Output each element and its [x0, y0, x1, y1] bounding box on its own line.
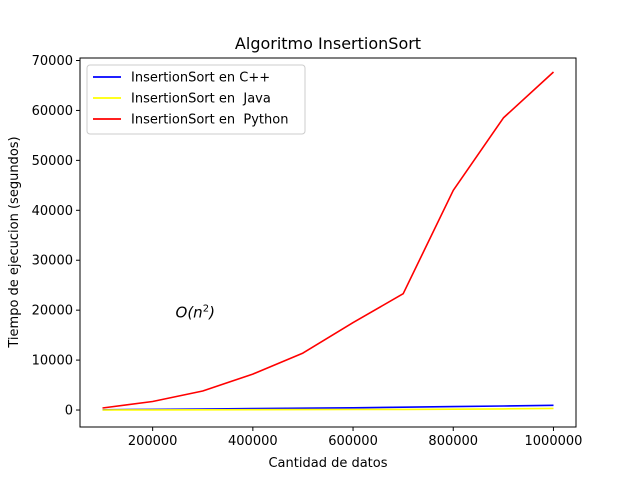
- series-lines: [102, 71, 555, 411]
- legend-label-0: InsertionSort en C++: [131, 71, 270, 86]
- x-tick-label: 600000: [328, 434, 378, 449]
- legend-label-2: InsertionSort en Python: [131, 113, 288, 128]
- y-tick-label: 60000: [32, 104, 73, 119]
- axes-frame: [79, 57, 577, 428]
- legend: InsertionSort en C++ InsertionSort en Jav…: [86, 64, 306, 135]
- y-tick-label: 30000: [32, 254, 73, 269]
- x-tick-label: 400000: [228, 434, 278, 449]
- x-axis-label: Cantidad de datos: [268, 456, 387, 471]
- y-axis-ticks: 0 10000 20000 30000 40000 50000 60000 70000: [32, 54, 80, 419]
- axes: [79, 57, 577, 428]
- x-tick-label: 200000: [128, 434, 178, 449]
- series-line-2: [102, 71, 555, 409]
- legend-label-1: InsertionSort en Java: [131, 92, 271, 107]
- y-tick-label: 70000: [32, 54, 73, 69]
- y-axis-label: Tiempo de ejecucion (segundos): [7, 136, 22, 348]
- x-tick-label: 1000000: [525, 434, 583, 449]
- legend-box: [86, 64, 306, 135]
- y-tick-label: 40000: [32, 204, 73, 219]
- y-tick-label: 50000: [32, 154, 73, 169]
- x-axis-ticks: 200000 400000 600000 800000 1000000: [128, 427, 583, 449]
- x-tick-label: 800000: [428, 434, 478, 449]
- chart-title: Algoritmo InsertionSort: [235, 34, 421, 53]
- y-tick-label: 0: [65, 404, 73, 419]
- y-tick-label: 10000: [32, 354, 73, 369]
- complexity-annotation: O(n2): [176, 304, 215, 322]
- y-tick-label: 20000: [32, 304, 73, 319]
- series-line-1: [102, 407, 554, 411]
